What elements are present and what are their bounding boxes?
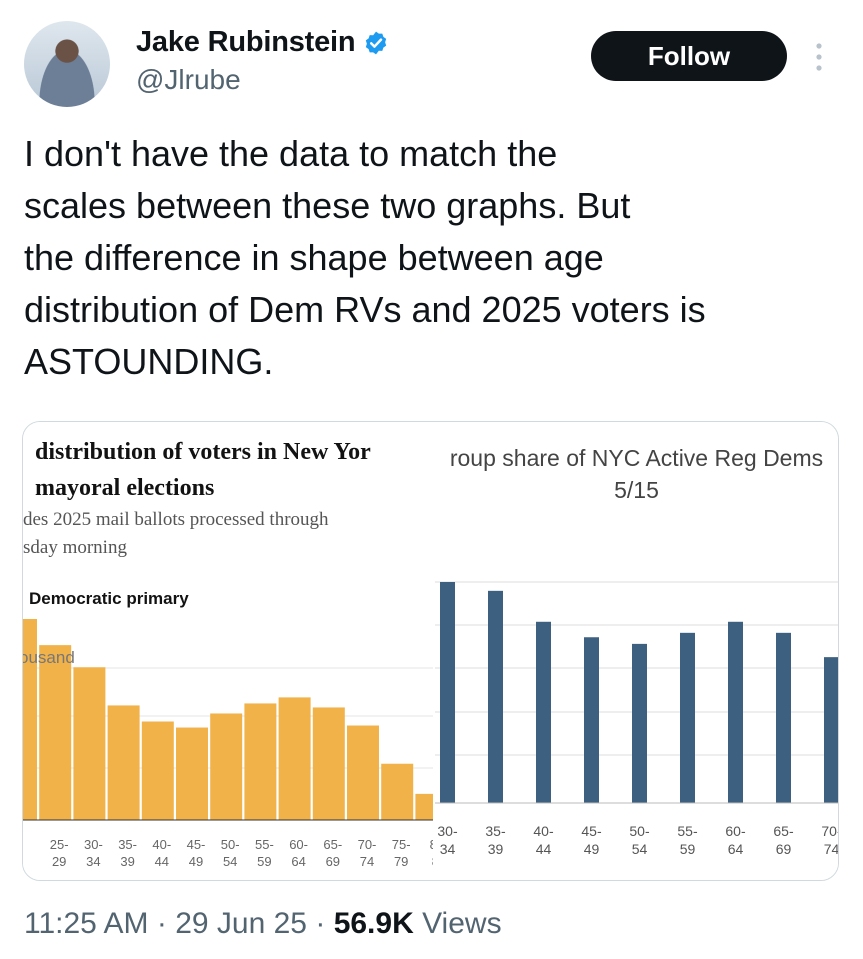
tweet-timestamp[interactable]: 11:25 AM · 29 Jun 25 · 56.9K Views bbox=[24, 907, 502, 941]
right-tick-label: 60-64 bbox=[725, 823, 746, 857]
left-bar bbox=[312, 707, 345, 820]
tweet-time: 11:25 AM bbox=[24, 907, 149, 940]
views-count: 56.9K bbox=[333, 907, 414, 940]
right-tick-label: 55-59 bbox=[677, 823, 698, 857]
right-tick-label: 40-44 bbox=[533, 823, 554, 857]
right-bar bbox=[728, 621, 743, 803]
right-chart-title: roup share of NYC Active Reg Dems 5/15 bbox=[449, 445, 824, 503]
right-bar bbox=[584, 637, 599, 803]
right-tick-label: 30-34 bbox=[437, 823, 458, 857]
left-tick-label: 60-64 bbox=[289, 837, 308, 869]
left-tick-label: 65-69 bbox=[323, 837, 342, 869]
right-bar bbox=[632, 643, 647, 803]
left-bar bbox=[176, 727, 208, 820]
tweet-text: I don't have the data to match the scale… bbox=[24, 133, 706, 382]
separator: · bbox=[156, 907, 167, 940]
right-bar bbox=[488, 590, 503, 803]
right-tick-label: 50-54 bbox=[629, 823, 650, 857]
right-tick-label: 70-74 bbox=[821, 823, 838, 857]
author-name-row[interactable]: Jake Rubinstein bbox=[136, 26, 389, 59]
right-tick-label: 65-69 bbox=[773, 823, 794, 857]
right-tick-label: 45-49 bbox=[581, 823, 602, 857]
left-chart-plot: 25-29 30-34 35-39 40-44 45-49 50-54 55-59 60-64… bbox=[23, 619, 433, 869]
left-tick-label: 55-59 bbox=[255, 837, 274, 869]
right-bar bbox=[440, 582, 455, 803]
left-bar bbox=[415, 793, 433, 820]
left-tick-label: 35-39 bbox=[118, 837, 137, 869]
author-handle[interactable]: @Jlrube bbox=[136, 64, 241, 95]
tweet-media[interactable]: distribution of voters in New Yor mayora… bbox=[22, 421, 839, 881]
more-options-icon[interactable] bbox=[809, 40, 829, 74]
right-chart-image[interactable]: roup share of NYC Active Reg Dems 5/15 3… bbox=[435, 422, 838, 880]
follow-button[interactable]: Follow bbox=[591, 31, 787, 81]
left-bar bbox=[73, 667, 106, 820]
left-chart-panel-label: Democratic primary bbox=[29, 589, 189, 608]
left-bar bbox=[210, 713, 243, 820]
left-chart-image[interactable]: distribution of voters in New Yor mayora… bbox=[23, 422, 433, 880]
left-tick-label: 45-49 bbox=[187, 837, 206, 869]
tweet-date: 29 Jun 25 bbox=[175, 907, 307, 940]
right-bar bbox=[536, 621, 551, 803]
views-label: Views bbox=[422, 907, 502, 940]
left-bar bbox=[141, 721, 174, 820]
right-bar bbox=[680, 632, 695, 803]
left-chart-subtitle: des 2025 mail ballots processed through … bbox=[23, 509, 329, 558]
left-tick-label: 70-74 bbox=[358, 837, 377, 869]
left-tick-label: 25-29 bbox=[50, 837, 69, 869]
left-chart-title: distribution of voters in New Yor mayora… bbox=[35, 439, 371, 501]
separator: · bbox=[315, 907, 326, 940]
left-tick-label: 40-44 bbox=[152, 837, 171, 869]
left-chart-unit-label: ousand bbox=[23, 648, 75, 667]
author-name[interactable]: Jake Rubinstein bbox=[136, 26, 356, 58]
verified-badge-icon bbox=[366, 31, 387, 54]
left-bar bbox=[381, 763, 414, 820]
left-bar bbox=[347, 725, 379, 820]
left-tick-label: 50-54 bbox=[221, 837, 240, 869]
right-bar bbox=[824, 657, 838, 803]
left-bar bbox=[107, 705, 140, 820]
right-chart-plot: 30-34 35-39 40-44 45-49 50-54 55-59 60-64 65-69… bbox=[435, 581, 838, 857]
left-bar bbox=[23, 619, 37, 820]
left-bar bbox=[244, 703, 277, 820]
left-bar bbox=[39, 645, 72, 820]
avatar[interactable] bbox=[24, 21, 110, 107]
left-tick-label: 8(8 bbox=[430, 837, 433, 869]
left-tick-label: 75-79 bbox=[392, 837, 411, 869]
left-bar bbox=[278, 697, 311, 820]
right-bar bbox=[776, 632, 791, 803]
left-tick-label: 30-34 bbox=[84, 837, 103, 869]
right-tick-label: 35-39 bbox=[485, 823, 506, 857]
